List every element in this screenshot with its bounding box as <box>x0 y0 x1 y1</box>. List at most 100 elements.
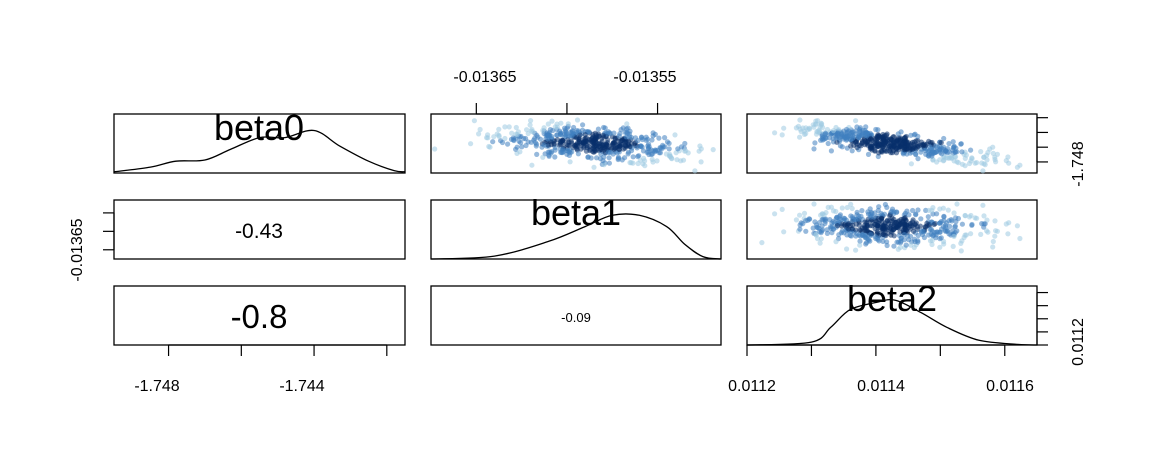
correlation-beta2-beta0: -0.8 <box>231 298 288 335</box>
scatter-point <box>911 141 917 147</box>
scatter-point <box>541 125 547 131</box>
scatter-point <box>884 148 890 154</box>
panel-beta1-diag <box>430 199 722 260</box>
scatter-point <box>502 135 508 142</box>
scatter-point <box>968 147 974 153</box>
scatter-point <box>496 126 502 132</box>
scatter-point <box>981 213 987 219</box>
scatter-point <box>952 149 959 155</box>
scatter-point <box>985 229 991 235</box>
scatter-point <box>490 139 496 145</box>
scatter-point <box>926 207 932 213</box>
scatter-point <box>834 139 840 145</box>
scatter-point <box>567 147 573 153</box>
scatter-point <box>951 144 957 150</box>
scatter-point <box>862 227 868 233</box>
scatter-point <box>891 140 897 146</box>
scatter-beta0-beta1 <box>432 117 716 174</box>
scatter-point <box>844 246 850 252</box>
scatter-point <box>933 235 939 241</box>
scatter-point <box>605 129 611 135</box>
scatter-point <box>634 145 640 151</box>
scatter-point <box>510 137 517 143</box>
scatter-point <box>854 231 860 237</box>
scatter-point <box>565 121 571 127</box>
scatter-point <box>585 154 591 160</box>
scatter-point <box>875 127 881 133</box>
scatter-point <box>858 213 864 219</box>
scatter-point <box>954 228 960 234</box>
scatter-point <box>858 143 864 149</box>
scatter-point <box>938 140 944 146</box>
scatter-point <box>487 144 493 150</box>
variable-label-beta1: beta1 <box>531 192 621 233</box>
scatter-point <box>834 135 840 141</box>
scatter-point <box>968 212 974 219</box>
scatter-point <box>506 124 512 130</box>
scatter-point <box>912 239 918 245</box>
scatter-point <box>1005 231 1011 237</box>
scatter-point <box>896 232 902 238</box>
scatter-point <box>943 220 950 226</box>
scatter-point <box>468 141 474 147</box>
scatter-point <box>1005 154 1011 160</box>
scatter-point <box>992 233 998 239</box>
scatter-point <box>982 221 988 227</box>
scatter-point <box>623 134 630 140</box>
scatter-point <box>958 248 964 254</box>
scatter-point <box>856 222 863 228</box>
scatter-point <box>934 159 940 165</box>
scatter-point <box>948 217 954 223</box>
scatter-point <box>650 130 656 136</box>
scatter-point <box>888 232 894 238</box>
scatter-point <box>648 151 655 157</box>
scatter-point <box>941 241 947 247</box>
scatter-point <box>968 231 974 237</box>
scatter-point <box>857 242 863 248</box>
scatter-point <box>939 151 945 157</box>
scatter-point <box>591 164 597 170</box>
scatter-point <box>1017 235 1023 242</box>
scatter-point <box>833 239 839 245</box>
scatter-point <box>857 238 863 244</box>
scatter-point <box>590 149 596 155</box>
scatter-point <box>868 231 874 238</box>
scatter-point <box>929 241 935 248</box>
scatter-point <box>904 222 910 228</box>
scatter-point <box>801 210 808 216</box>
scatter-point <box>884 242 890 249</box>
scatter-point <box>920 142 926 148</box>
top-axis-beta1-label-2: -0.01355 <box>613 69 676 86</box>
scatter-point <box>625 125 631 131</box>
scatter-point <box>931 221 937 228</box>
scatter-point <box>990 150 996 156</box>
scatter-point <box>936 220 943 226</box>
scatter-point <box>812 219 818 225</box>
scatter-point <box>602 125 608 131</box>
scatter-point <box>857 227 863 233</box>
scatter-point <box>524 127 530 133</box>
scatter-point <box>911 228 917 234</box>
scatter-point <box>595 126 602 132</box>
bottom-axis-beta2-label-2: 0.0114 <box>857 378 905 395</box>
scatter-point <box>539 144 545 150</box>
scatter-point <box>872 148 878 154</box>
scatter-point <box>552 124 558 130</box>
scatter-point <box>884 131 890 137</box>
scatter-point <box>823 216 829 222</box>
axes-group <box>103 103 1048 356</box>
scatter-point <box>872 135 878 141</box>
scatter-point <box>937 206 943 212</box>
scatter-point <box>865 211 872 217</box>
scatter-point <box>818 236 824 242</box>
scatter-point <box>918 149 924 155</box>
scatter-point <box>848 143 854 149</box>
scatter-point <box>862 130 868 136</box>
correlation-beta2-beta1: -0.09 <box>561 310 591 325</box>
scatter-point <box>833 208 839 215</box>
bottom-axis-beta0-label-1: -1.748 <box>134 378 179 395</box>
scatter-point <box>904 140 910 146</box>
scatter-point <box>617 131 623 137</box>
scatter-point <box>908 242 914 248</box>
scatter-point <box>834 130 841 136</box>
